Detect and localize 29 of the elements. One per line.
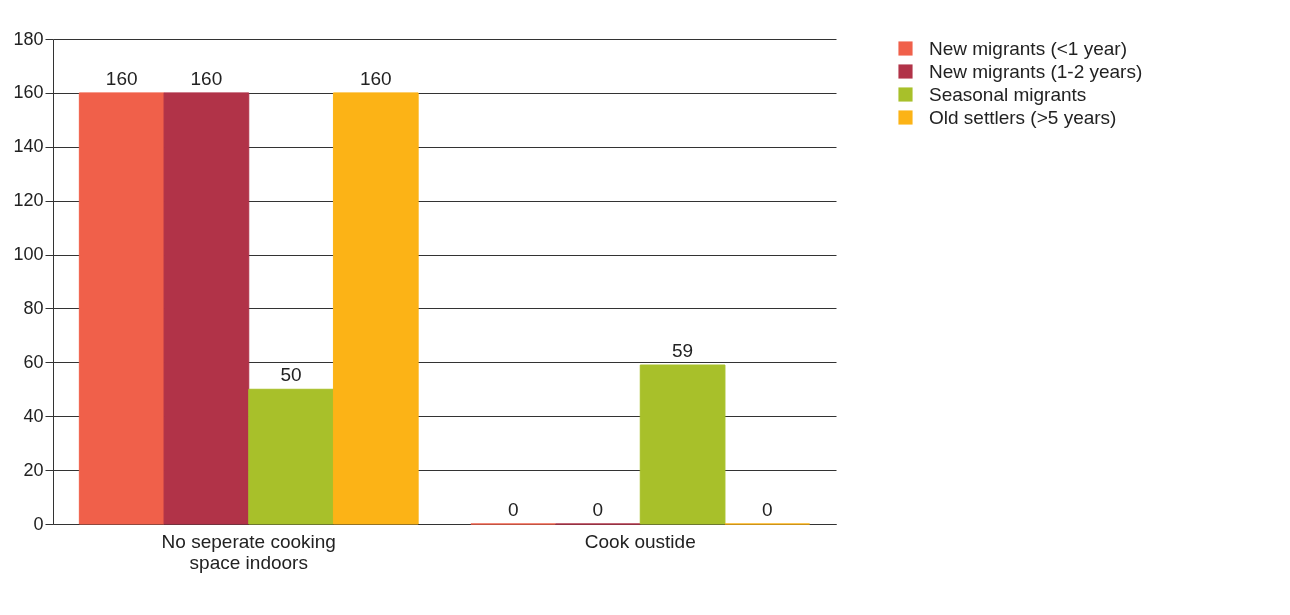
legend-label: New migrants (1-2 years): [929, 60, 1143, 82]
data-label: 160: [105, 67, 138, 89]
y-tick-label: 120: [13, 190, 44, 211]
y-tick-label: 60: [23, 351, 44, 372]
data-label: 160: [359, 67, 392, 89]
data-label: 0: [592, 499, 604, 520]
legend-label: Old settlers (>5 years): [929, 106, 1117, 128]
y-tick-label: 0: [33, 513, 44, 534]
data-label: 0: [507, 499, 519, 520]
y-tick-label: 80: [23, 297, 44, 318]
y-tick-label: 20: [23, 459, 44, 480]
x-tick-label: No seperate cooking space indoors: [161, 530, 336, 573]
bar: [248, 388, 334, 525]
bar: [163, 92, 250, 525]
y-tick-label: 140: [13, 136, 44, 157]
data-label: 160: [190, 67, 223, 89]
data-label: 50: [280, 364, 302, 386]
y-tick-label: 40: [23, 405, 44, 426]
legend-label: New migrants (<1 year): [929, 37, 1127, 59]
y-tick-label: 160: [13, 82, 44, 103]
data-label: 59: [672, 340, 694, 362]
y-tick-label: 100: [13, 244, 44, 265]
legend-label: Seasonal migrants: [929, 83, 1087, 105]
bar: [332, 92, 419, 525]
x-tick-label: Cook oustide: [584, 530, 696, 552]
y-tick-label: 180: [13, 28, 44, 49]
bar: [639, 364, 726, 525]
bar: [78, 92, 165, 525]
data-label: 0: [762, 499, 773, 520]
